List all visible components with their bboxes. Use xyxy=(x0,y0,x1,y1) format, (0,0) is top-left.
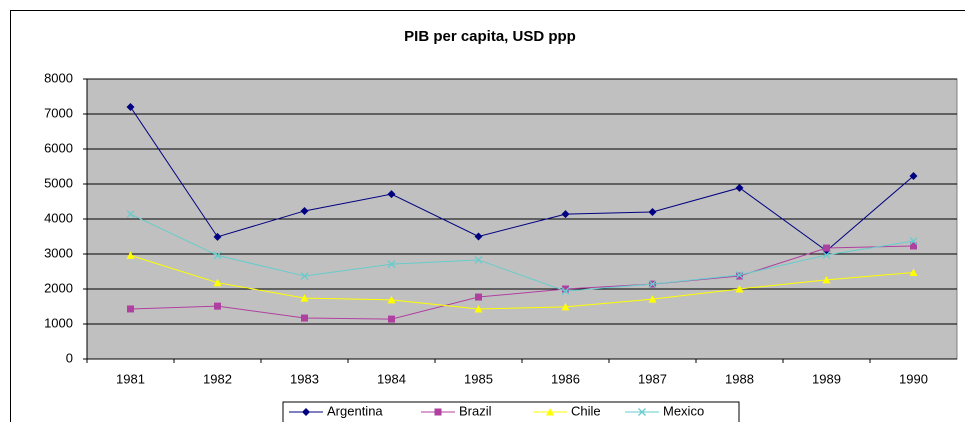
y-tick-label: 8000 xyxy=(44,70,73,85)
marker xyxy=(648,280,657,289)
x-tick-label: 1989 xyxy=(812,371,841,386)
marker xyxy=(387,295,396,304)
marker xyxy=(909,237,918,246)
marker xyxy=(909,171,918,180)
marker xyxy=(561,302,570,311)
marker xyxy=(474,255,483,264)
marker xyxy=(474,304,483,313)
y-tick-label: 2000 xyxy=(44,280,73,295)
marker xyxy=(475,293,482,301)
chart-title: PIB per capita, USD ppp xyxy=(404,28,576,45)
marker xyxy=(213,251,222,260)
y-tick-label: 6000 xyxy=(44,140,73,155)
marker xyxy=(214,302,221,310)
marker xyxy=(638,408,646,416)
marker xyxy=(474,232,483,241)
marker xyxy=(562,285,569,293)
marker xyxy=(126,103,135,111)
x-tick-label: 1987 xyxy=(638,371,667,386)
marker xyxy=(301,314,308,322)
marker xyxy=(213,232,222,241)
y-tick-label: 1000 xyxy=(44,315,73,330)
x-tick-label: 1981 xyxy=(116,371,145,386)
marker xyxy=(213,278,222,287)
marker xyxy=(434,408,442,416)
marker xyxy=(302,408,310,416)
marker xyxy=(546,408,554,416)
legend-label: Mexico xyxy=(663,403,704,418)
legend-box xyxy=(282,401,740,422)
y-tick-label: 4000 xyxy=(44,210,73,225)
marker xyxy=(822,251,831,260)
x-tick-label: 1982 xyxy=(203,371,232,386)
y-tick-label: 0 xyxy=(66,350,73,365)
legend-label: Argentina xyxy=(327,403,383,418)
x-tick-label: 1986 xyxy=(551,371,580,386)
marker xyxy=(127,305,134,313)
marker xyxy=(909,268,918,277)
marker xyxy=(387,260,396,269)
line xyxy=(130,245,914,320)
marker xyxy=(648,208,657,216)
marker xyxy=(561,210,570,219)
marker xyxy=(823,244,830,252)
line xyxy=(130,213,914,292)
marker xyxy=(300,294,309,302)
y-tick-label: 3000 xyxy=(44,245,73,260)
marker xyxy=(822,275,831,284)
marker xyxy=(126,210,135,219)
x-tick-label: 1985 xyxy=(464,371,493,386)
marker xyxy=(735,271,744,279)
x-tick-label: 1983 xyxy=(290,371,319,386)
marker xyxy=(388,315,395,323)
marker xyxy=(561,287,570,296)
marker xyxy=(387,190,396,199)
x-tick-label: 1984 xyxy=(377,371,406,386)
y-tick-label: 7000 xyxy=(44,105,73,120)
marker xyxy=(126,251,135,259)
marker xyxy=(300,206,309,215)
marker xyxy=(736,272,743,280)
legend-label: Chile xyxy=(571,403,601,418)
marker xyxy=(910,242,917,250)
x-tick-label: 1990 xyxy=(899,371,928,386)
line xyxy=(130,106,914,252)
marker xyxy=(735,285,744,293)
marker xyxy=(735,183,744,192)
x-tick-label: 1988 xyxy=(725,371,754,386)
y-tick-label: 5000 xyxy=(44,175,73,190)
line xyxy=(130,254,914,310)
marker xyxy=(648,295,657,303)
legend-label: Brazil xyxy=(459,403,492,418)
marker xyxy=(300,272,309,281)
